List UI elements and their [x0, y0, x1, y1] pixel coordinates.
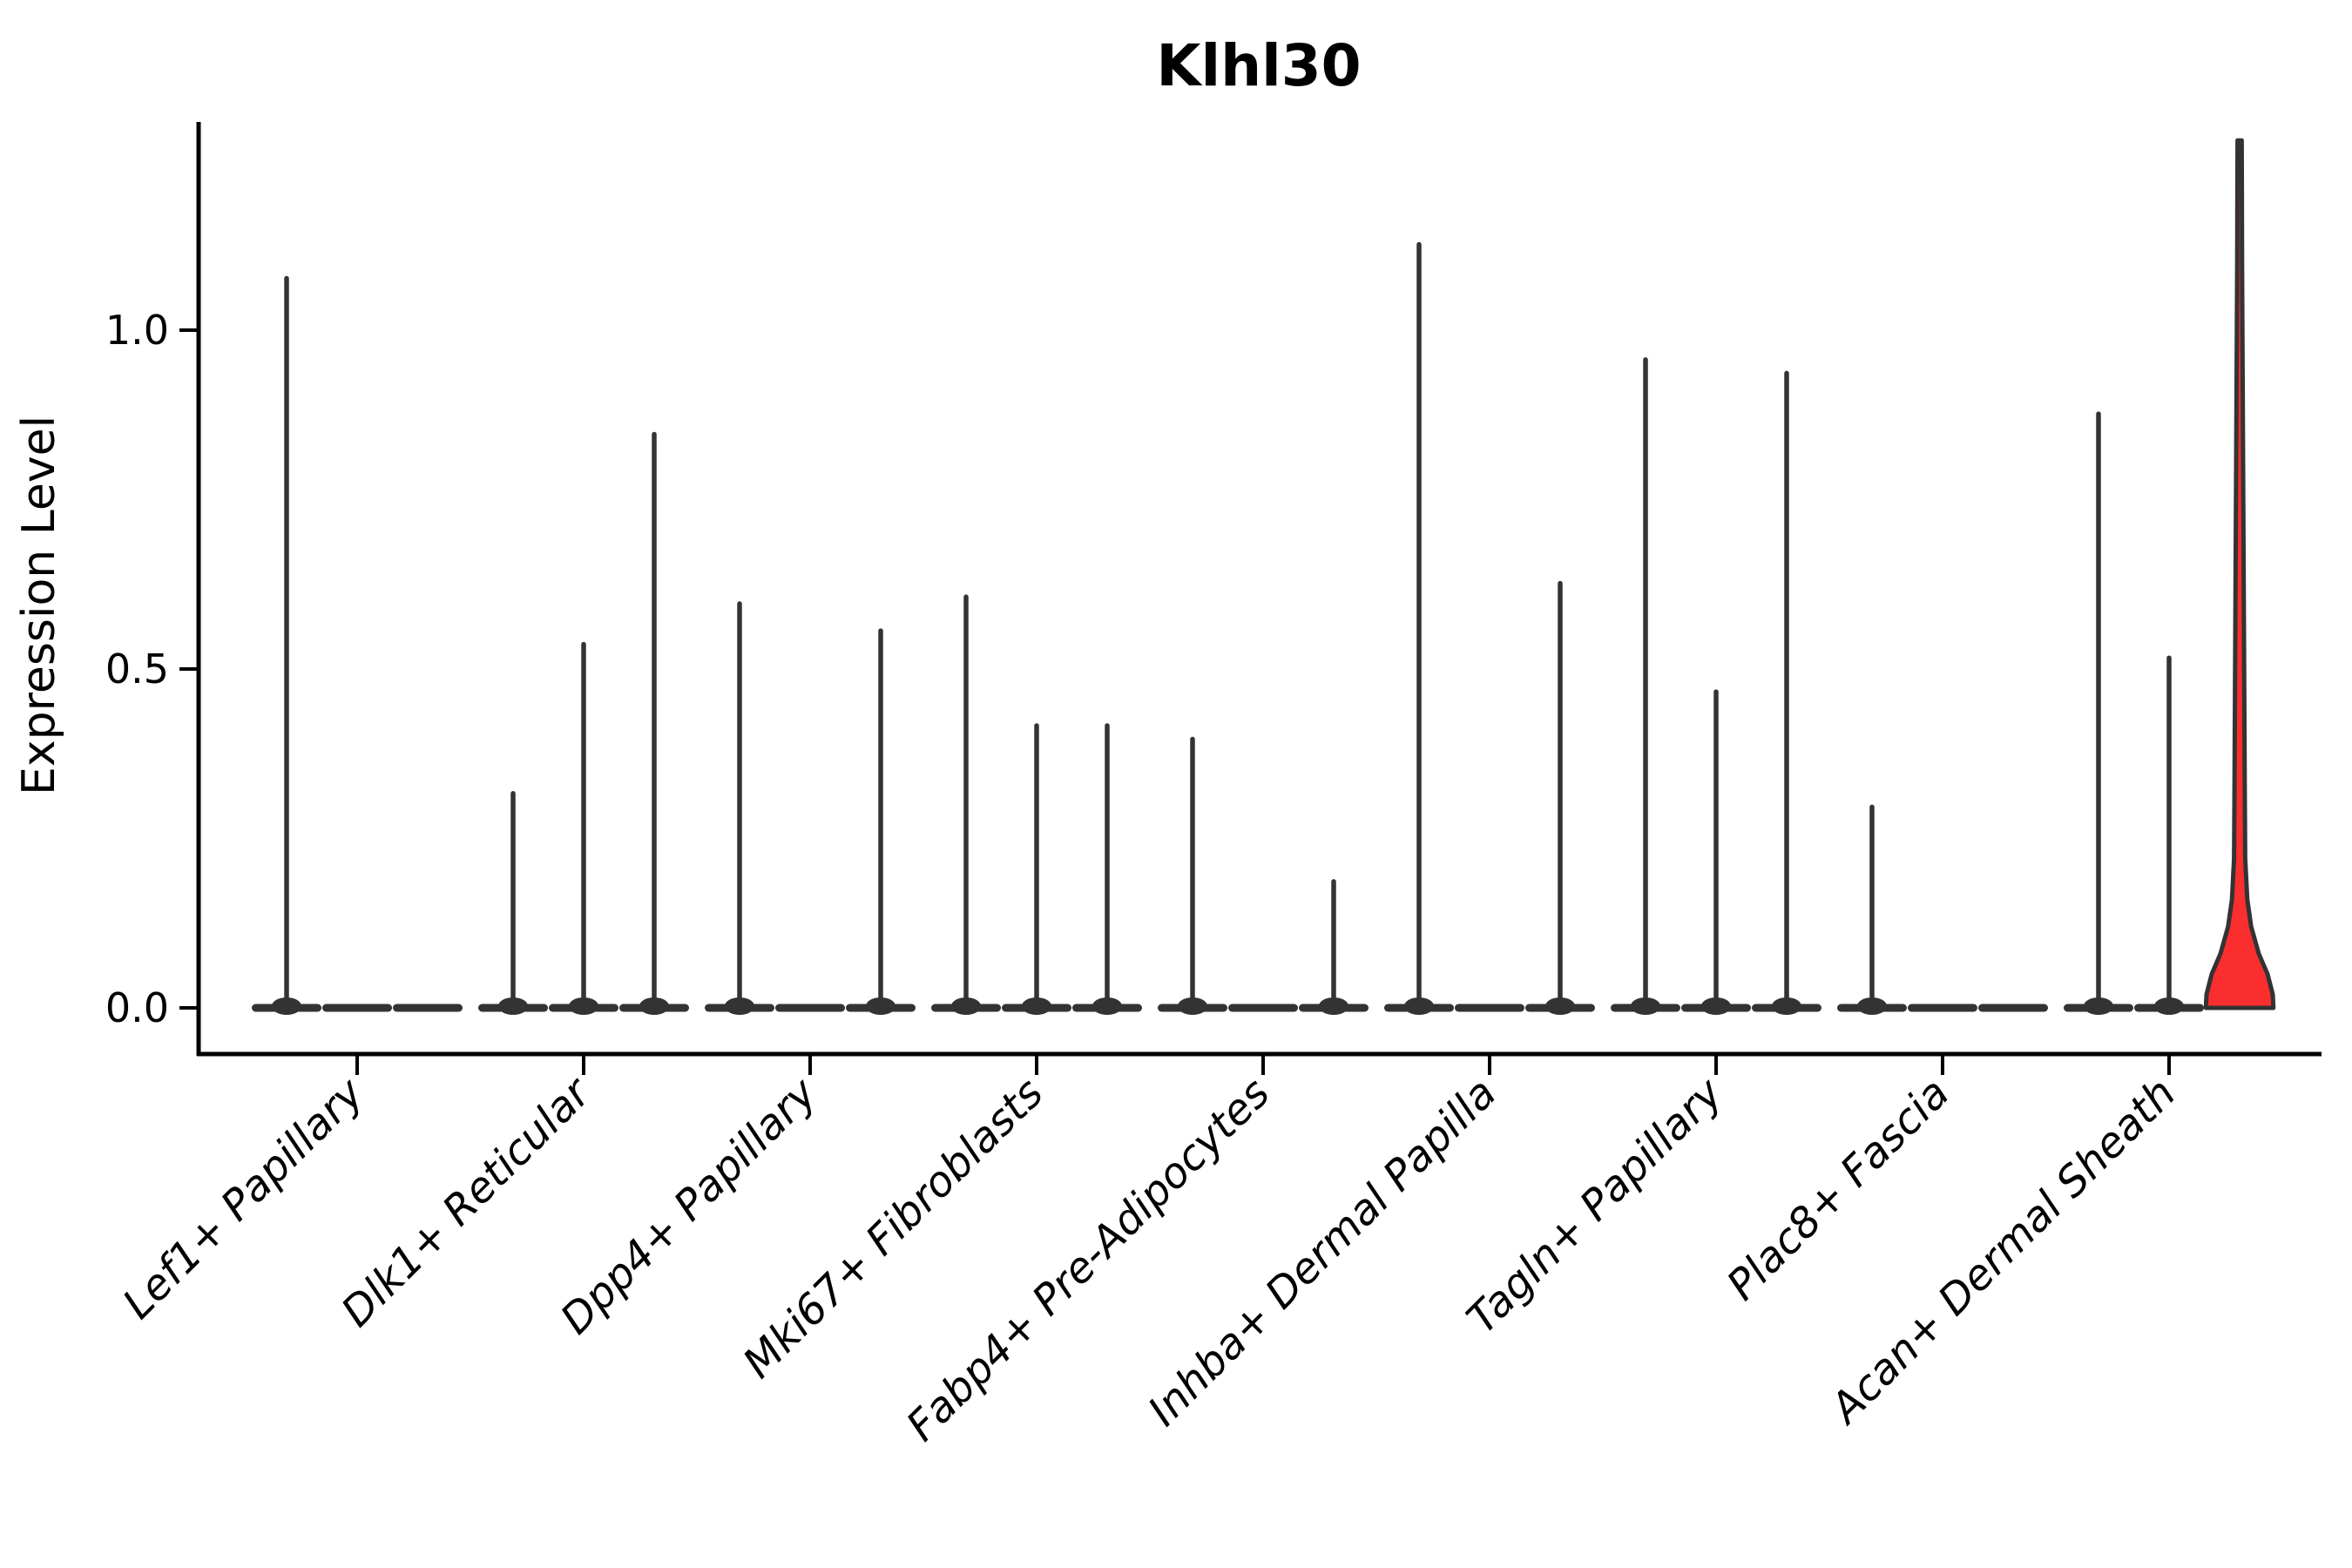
violin: [478, 791, 548, 1015]
violin-baseline: [1455, 1004, 1524, 1012]
violin: [252, 275, 321, 1015]
violin-spike: [878, 628, 883, 1008]
violin: [1837, 804, 1907, 1015]
violin: [931, 594, 1001, 1015]
violin: [549, 641, 618, 1015]
violin-spike: [1416, 241, 1422, 1008]
violin: [775, 1004, 845, 1012]
violins-layer: [252, 138, 2276, 1015]
violin: [1299, 879, 1369, 1015]
violin: [1752, 370, 1821, 1015]
violin-spike: [1558, 580, 1563, 1008]
violin-spike: [1643, 357, 1648, 1008]
violin-baseline: [1228, 1004, 1298, 1012]
x-tick-label: Lef1+ Papillary: [113, 1068, 374, 1328]
violin-spike: [963, 594, 969, 1008]
violin-spike: [652, 431, 657, 1008]
violin-spike: [1869, 804, 1875, 1008]
violin-spike: [1190, 736, 1195, 1008]
violin-baseline: [1978, 1004, 2048, 1012]
violin: [1384, 241, 1454, 1015]
violin-baseline: [393, 1004, 463, 1012]
violin-spike: [1331, 879, 1336, 1008]
violin: [2203, 138, 2276, 1010]
violin: [393, 1004, 463, 1012]
violin-spike: [2166, 655, 2172, 1008]
violin-spike: [1713, 689, 1719, 1008]
violin: [619, 431, 689, 1015]
y-tick-label: 0.0: [105, 984, 169, 1031]
violin-spike: [1034, 723, 1039, 1008]
violin: [2134, 655, 2204, 1015]
violin: [1072, 723, 1142, 1015]
violin-baseline: [1908, 1004, 1977, 1012]
violin-spike: [284, 275, 289, 1008]
y-axis-label: Expression Level: [13, 416, 65, 795]
violin-baseline: [775, 1004, 845, 1012]
y-tick-label: 0.5: [105, 645, 169, 693]
violin: [1228, 1004, 1298, 1012]
highlighted-violin-shape: [2203, 138, 2276, 1010]
violin-spike: [510, 791, 516, 1008]
x-tick-label: Fabp4+ Pre-Adipocytes: [897, 1069, 1280, 1451]
violin-spike: [581, 641, 586, 1008]
violin: [1611, 357, 1680, 1015]
plot-title: Klhl30: [1156, 32, 1361, 99]
violin-baseline: [322, 1004, 392, 1012]
violin: [1908, 1004, 1977, 1012]
violin: [1978, 1004, 2048, 1012]
violin: [1455, 1004, 1524, 1012]
violin: [2064, 411, 2133, 1015]
violin-spike: [2096, 411, 2101, 1008]
violin: [1525, 580, 1595, 1015]
violin: [322, 1004, 392, 1012]
x-tick-label: Dlk1+ Reticular: [332, 1067, 602, 1337]
y-axis-ticks: 0.0 0.5 1.0: [105, 307, 199, 1031]
y-tick-label: 1.0: [105, 307, 169, 354]
violin: [705, 601, 774, 1015]
violin: [1158, 736, 1227, 1015]
x-tick-label: Plac8+ Fascia: [1718, 1069, 1959, 1310]
violin: [1681, 689, 1751, 1015]
violin-spike: [737, 601, 742, 1008]
violin: [1002, 723, 1071, 1015]
violin: [846, 628, 916, 1015]
violin-spike: [1105, 723, 1110, 1008]
violin-spike: [1784, 370, 1789, 1008]
